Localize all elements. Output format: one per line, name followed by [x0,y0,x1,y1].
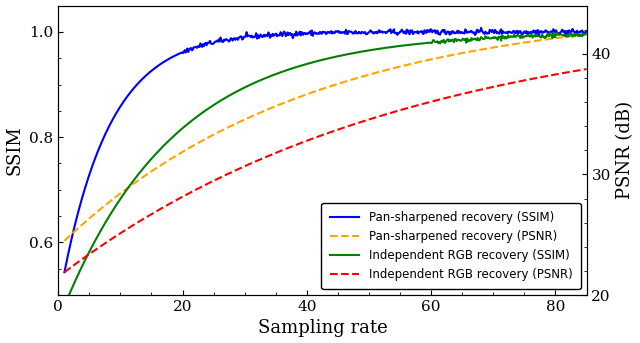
Line: Pan-sharpened recovery (SSIM): Pan-sharpened recovery (SSIM) [65,28,586,272]
Independent RGB recovery (PSNR) [368,116,376,120]
X-axis label: Sampling rate: Sampling rate [257,319,387,338]
Pan-sharpened recovery (SSIM) [477,26,485,30]
Independent RGB recovery (SSIM) [454,38,461,42]
Line: Pan-sharpened recovery (PSNR): Pan-sharpened recovery (PSNR) [65,34,586,241]
Line: Independent RGB recovery (SSIM): Independent RGB recovery (SSIM) [65,33,586,306]
Independent RGB recovery (PSNR) [409,105,417,109]
Pan-sharpened recovery (SSIM) [582,29,590,33]
Line: Independent RGB recovery (PSNR): Independent RGB recovery (PSNR) [65,69,586,272]
Pan-sharpened recovery (SSIM) [454,28,461,33]
Independent RGB recovery (PSNR) [153,209,161,213]
Independent RGB recovery (PSNR) [454,93,461,97]
Independent RGB recovery (PSNR) [297,141,305,145]
Independent RGB recovery (SSIM) [582,31,590,35]
Pan-sharpened recovery (PSNR) [153,166,161,170]
Pan-sharpened recovery (PSNR) [61,239,68,243]
Independent RGB recovery (SSIM) [553,31,561,35]
Independent RGB recovery (PSNR) [61,270,68,274]
Pan-sharpened recovery (SSIM) [297,33,305,37]
Pan-sharpened recovery (PSNR) [297,94,305,98]
Independent RGB recovery (SSIM) [153,151,161,155]
Pan-sharpened recovery (PSNR) [409,61,417,66]
Independent RGB recovery (SSIM) [61,304,68,308]
Independent RGB recovery (SSIM) [297,64,305,68]
Pan-sharpened recovery (SSIM) [409,32,417,36]
Independent RGB recovery (SSIM) [195,113,202,117]
Pan-sharpened recovery (SSIM) [195,44,202,48]
Independent RGB recovery (PSNR) [195,186,202,190]
Pan-sharpened recovery (PSNR) [582,32,590,36]
Pan-sharpened recovery (SSIM) [368,31,376,35]
Y-axis label: SSIM: SSIM [6,126,24,175]
Legend: Pan-sharpened recovery (SSIM), Pan-sharpened recovery (PSNR), Independent RGB re: Pan-sharpened recovery (SSIM), Pan-sharp… [321,203,580,289]
Pan-sharpened recovery (SSIM) [153,64,161,69]
Pan-sharpened recovery (PSNR) [454,52,461,56]
Y-axis label: PSNR (dB): PSNR (dB) [616,101,634,199]
Independent RGB recovery (PSNR) [582,67,590,71]
Pan-sharpened recovery (PSNR) [368,72,376,76]
Independent RGB recovery (SSIM) [409,42,417,46]
Pan-sharpened recovery (PSNR) [195,141,202,145]
Pan-sharpened recovery (SSIM) [61,270,68,274]
Independent RGB recovery (SSIM) [368,48,376,52]
